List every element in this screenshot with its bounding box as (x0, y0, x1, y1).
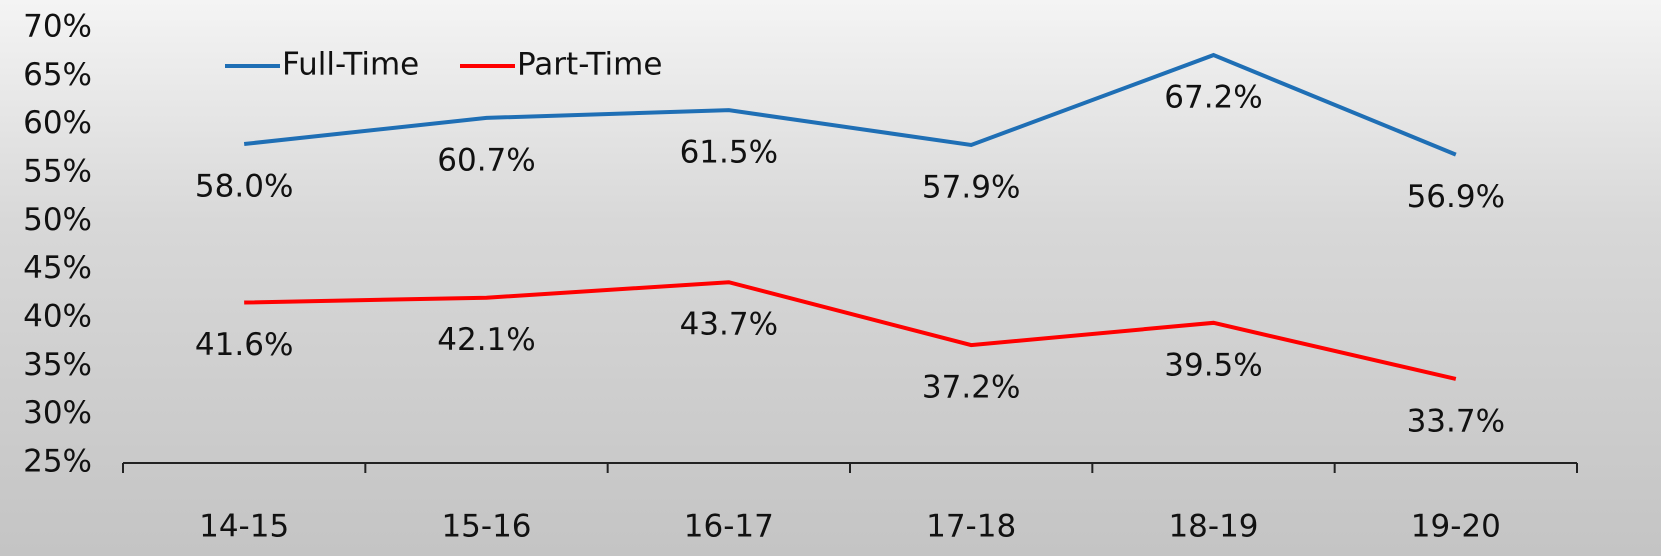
y-tick-label: 55% (23, 154, 92, 190)
x-tick-label: 17-18 (926, 509, 1016, 545)
data-label: 67.2% (1164, 80, 1262, 116)
x-tick-label: 18-19 (1168, 509, 1258, 545)
data-label: 57.9% (922, 169, 1020, 205)
x-tick-label: 19-20 (1411, 509, 1501, 545)
y-tick-label: 50% (23, 202, 92, 238)
data-label: 56.9% (1407, 179, 1505, 215)
y-tick-label: 25% (23, 444, 92, 480)
x-tick-label: 15-16 (441, 509, 531, 545)
data-label: 58.0% (195, 169, 293, 205)
y-tick-label: 65% (23, 57, 92, 93)
y-tick-label: 70% (23, 9, 92, 45)
data-label: 41.6% (195, 327, 293, 363)
data-label: 43.7% (680, 307, 778, 343)
y-tick-label: 45% (23, 250, 92, 286)
x-tick-label: 16-17 (684, 509, 774, 545)
y-tick-label: 60% (23, 105, 92, 141)
data-label: 42.1% (437, 322, 535, 358)
series-line (244, 280, 1457, 381)
data-label: 61.5% (680, 135, 778, 171)
data-label: 33.7% (1407, 403, 1505, 439)
x-tick-label: 14-15 (199, 509, 289, 545)
y-tick-label: 40% (23, 299, 92, 335)
y-tick-label: 30% (23, 395, 92, 431)
data-label: 60.7% (437, 142, 535, 178)
data-label: 39.5% (1164, 347, 1262, 383)
data-label: 37.2% (922, 370, 1020, 406)
legend-label: Full-Time (282, 47, 419, 83)
series-line (243, 52, 1457, 157)
legend-label: Part-Time (517, 47, 662, 83)
y-tick-label: 35% (23, 347, 92, 383)
